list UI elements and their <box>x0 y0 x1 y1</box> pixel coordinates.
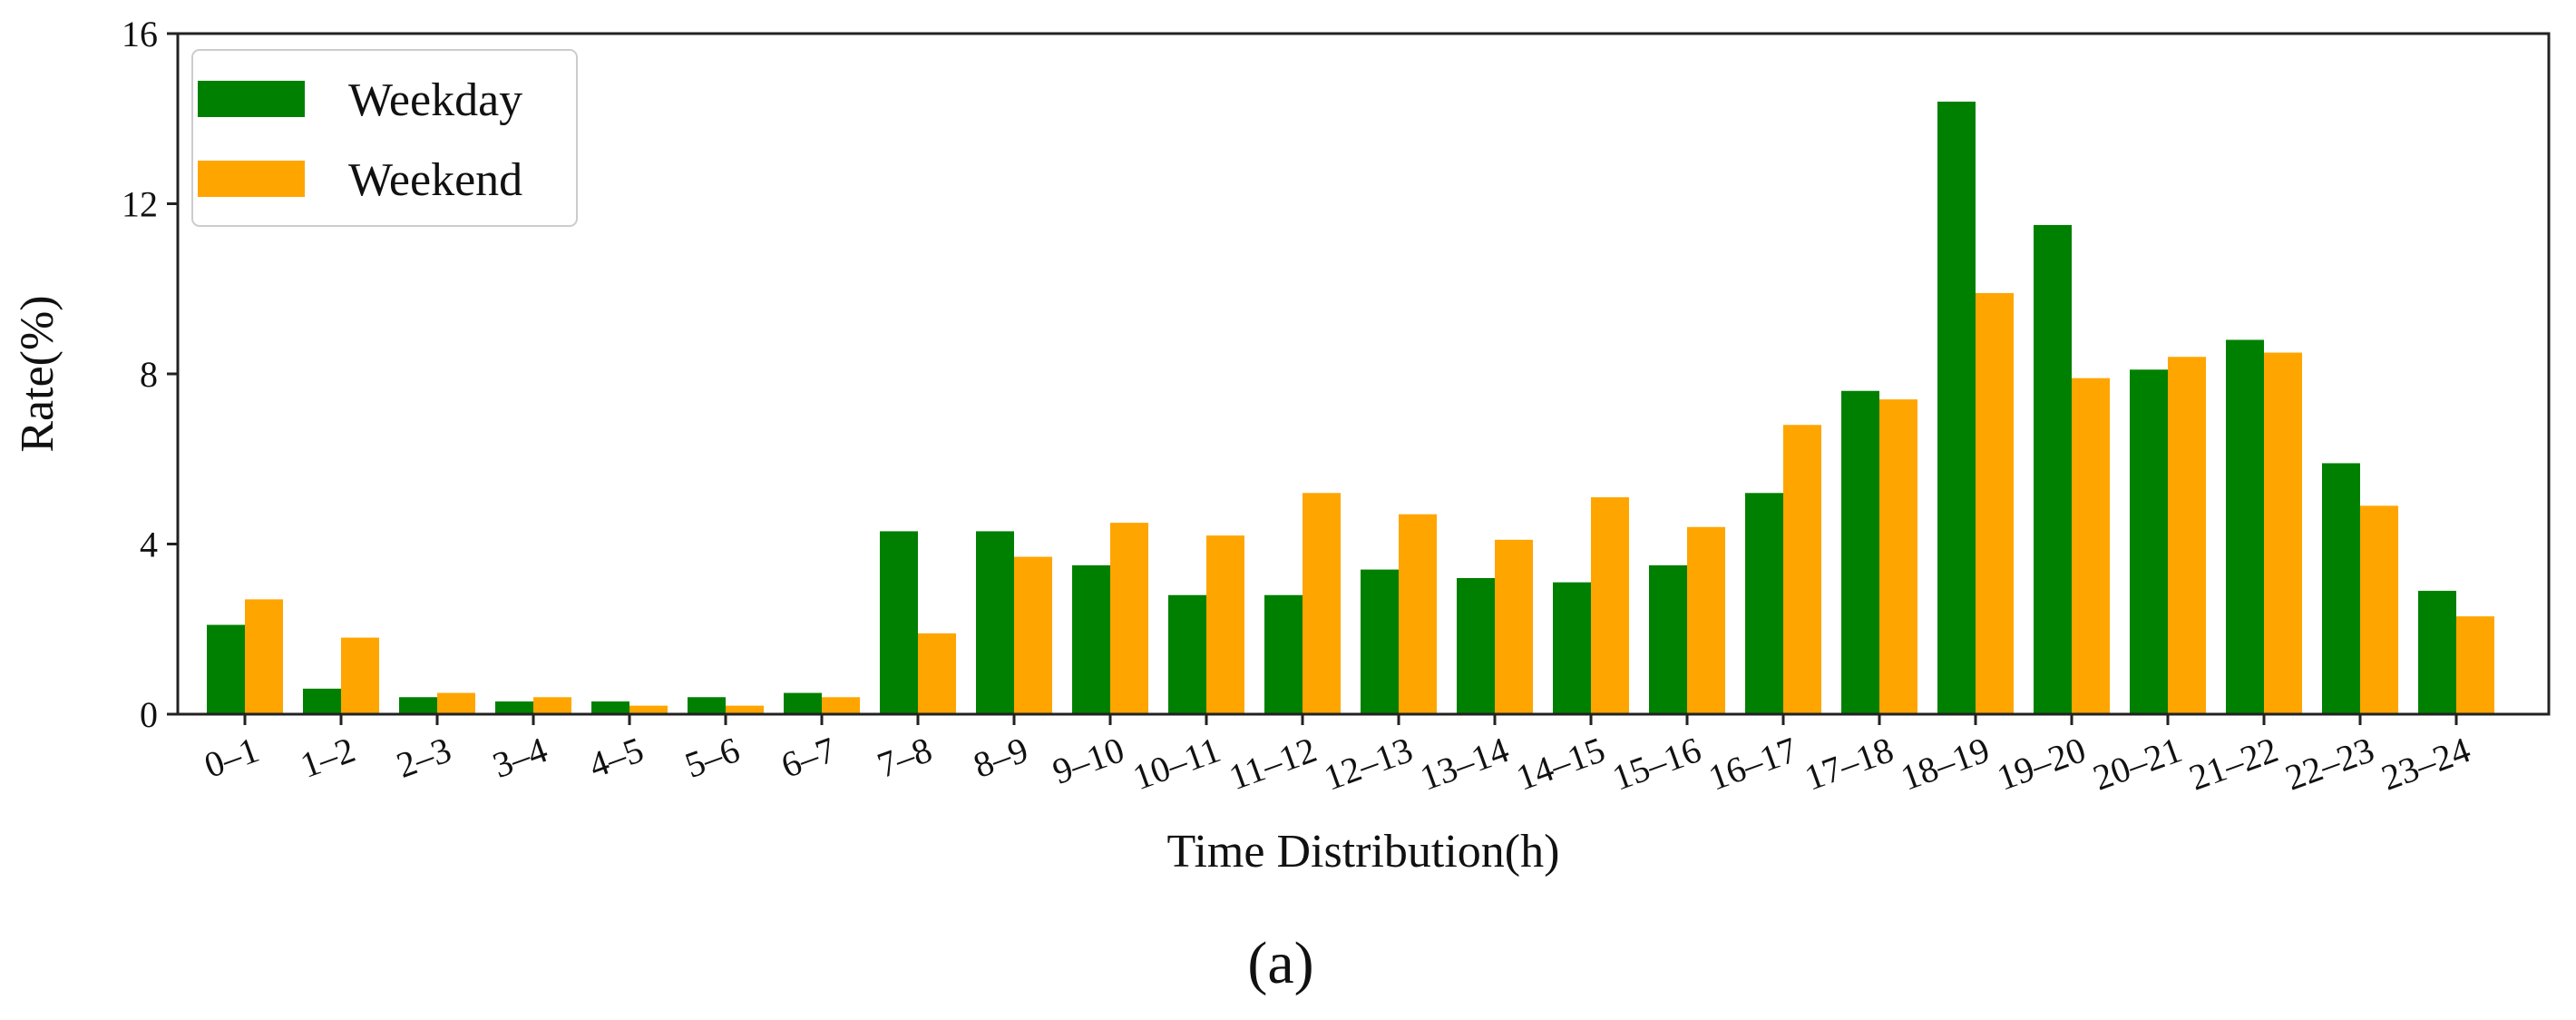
legend-label-weekday: Weekday <box>348 74 522 126</box>
x-tick-label: 16–17 <box>1703 729 1802 798</box>
bar-weekend-11 <box>1303 493 1341 714</box>
bar-weekday-22 <box>2322 463 2360 714</box>
bar-weekend-20 <box>2168 357 2206 714</box>
bar-weekday-7 <box>880 531 918 714</box>
bar-weekend-1 <box>341 637 379 714</box>
x-tick-label: 5–6 <box>679 729 745 786</box>
x-tick-label: 12–13 <box>1319 729 1418 798</box>
bar-weekday-3 <box>495 701 533 714</box>
x-tick-label: 6–7 <box>776 729 841 786</box>
x-tick-label: 8–9 <box>968 729 1033 786</box>
legend-swatch-weekend <box>198 161 305 197</box>
x-axis-label: Time Distribution(h) <box>1167 826 1560 878</box>
y-tick-label: 8 <box>140 354 158 395</box>
bar-weekday-8 <box>976 531 1014 714</box>
bar-weekend-14 <box>1591 496 1629 714</box>
x-tick-label: 22–23 <box>2280 729 2379 798</box>
bar-weekday-0 <box>207 624 245 714</box>
x-tick-label: 0–1 <box>199 729 264 786</box>
bar-weekend-2 <box>437 692 475 714</box>
bar-weekday-23 <box>2418 591 2456 714</box>
bar-weekday-1 <box>303 688 341 714</box>
bar-weekday-10 <box>1168 594 1206 714</box>
bar-weekday-17 <box>1841 390 1879 714</box>
legend-swatch-weekday <box>198 81 305 117</box>
x-tick-label: 15–16 <box>1607 729 1706 798</box>
x-tick-label: 23–24 <box>2376 729 2475 798</box>
x-tick-label: 3–4 <box>487 729 552 786</box>
bar-weekend-17 <box>1879 399 1917 714</box>
legend-label-weekend: Weekend <box>348 154 522 206</box>
bar-weekend-12 <box>1399 514 1437 714</box>
bar-weekday-16 <box>1745 493 1783 714</box>
bar-weekend-15 <box>1687 526 1725 714</box>
y-tick-label: 0 <box>140 694 158 735</box>
bar-weekday-21 <box>2226 339 2264 714</box>
bar-weekday-4 <box>591 701 629 714</box>
bar-weekend-22 <box>2360 505 2398 714</box>
bar-weekend-5 <box>726 705 764 714</box>
bar-weekday-6 <box>784 692 822 714</box>
x-tick-label: 18–19 <box>1896 729 1995 798</box>
y-tick-label: 12 <box>122 184 158 225</box>
x-tick-label: 14–15 <box>1511 729 1610 798</box>
bar-weekend-10 <box>1206 535 1244 714</box>
y-tick-label: 4 <box>140 525 158 565</box>
y-axis-ticks: 0 4 8 12 16 <box>122 14 178 735</box>
bar-weekday-13 <box>1457 578 1495 714</box>
bar-weekend-18 <box>1976 292 2014 714</box>
bar-weekend-9 <box>1110 523 1148 714</box>
legend: Weekday Weekend <box>191 49 578 227</box>
bar-weekday-14 <box>1553 582 1591 714</box>
bar-weekend-21 <box>2264 352 2302 714</box>
x-tick-label: 2–3 <box>391 729 456 786</box>
bar-weekday-20 <box>2130 369 2168 714</box>
bar-weekend-0 <box>245 599 283 714</box>
x-tick-label: 17–18 <box>1800 729 1898 798</box>
x-tick-label: 9–10 <box>1048 729 1130 792</box>
x-tick-label: 21–22 <box>2184 729 2283 798</box>
bar-weekend-8 <box>1014 556 1052 714</box>
x-tick-label: 19–20 <box>1992 729 2091 798</box>
bar-weekend-19 <box>2072 378 2110 714</box>
bar-weekend-3 <box>533 697 571 714</box>
x-tick-label: 7–8 <box>872 729 937 786</box>
bar-weekend-16 <box>1783 425 1821 714</box>
y-axis-label: Rate(%) <box>12 295 63 452</box>
y-tick-label: 16 <box>122 14 158 54</box>
bar-weekday-18 <box>1937 102 1976 714</box>
x-tick-label: 1–2 <box>295 729 360 786</box>
bar-weekday-5 <box>688 697 726 714</box>
x-tick-label: 10–11 <box>1127 729 1225 798</box>
bar-weekday-15 <box>1649 564 1687 714</box>
bar-weekend-23 <box>2456 616 2494 714</box>
x-tick-label: 4–5 <box>583 729 649 786</box>
bar-weekend-6 <box>822 697 860 714</box>
bar-weekday-19 <box>2034 224 2072 714</box>
bar-weekday-9 <box>1072 564 1110 714</box>
bar-weekend-13 <box>1495 539 1533 714</box>
bar-weekday-11 <box>1264 594 1303 714</box>
figure-caption: (a) <box>1247 930 1313 996</box>
bar-weekend-4 <box>629 705 668 714</box>
x-tick-label: 13–14 <box>1415 729 1514 798</box>
x-tick-label: 20–21 <box>2088 729 2187 798</box>
bars-group <box>207 102 2494 714</box>
x-tick-label: 11–12 <box>1224 729 1322 798</box>
bar-weekday-2 <box>399 697 437 714</box>
bar-weekend-7 <box>918 633 956 714</box>
bar-weekday-12 <box>1361 569 1399 714</box>
x-axis-ticks: 0–1 1–2 2–3 3–4 4–5 5–6 6–7 7–8 8–9 9–1010–1111–1… <box>199 714 2475 799</box>
